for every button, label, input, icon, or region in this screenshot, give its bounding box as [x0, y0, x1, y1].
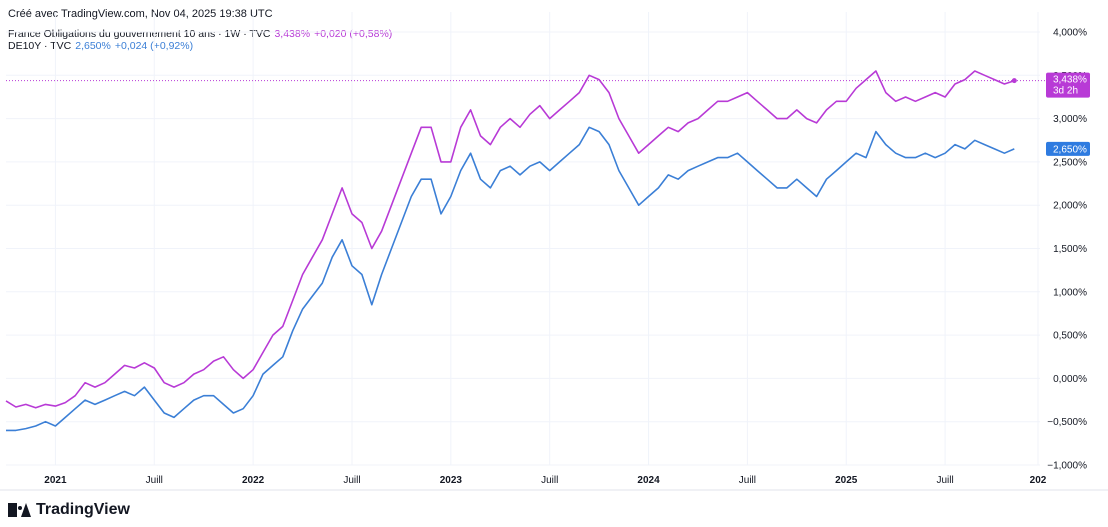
x-tick-label: 2024 [637, 475, 660, 486]
y-tick-label: 1,500% [1053, 244, 1087, 255]
series-line-france[interactable] [5, 70, 1015, 409]
price-tag-france [1046, 72, 1090, 98]
tradingview-logo-icon [8, 503, 31, 517]
x-tick-label: Juill [739, 475, 756, 486]
x-tick-label: Juill [936, 475, 953, 486]
x-tick-label: 2022 [242, 475, 265, 486]
chart-svg[interactable]: 4,000%3,500%3,000%2,500%2,000%1,500%1,00… [0, 0, 1108, 495]
tradingview-logo[interactable]: TradingView [8, 501, 130, 519]
y-tick-label: 3,000% [1053, 114, 1087, 125]
y-tick-label: 0,500% [1053, 331, 1087, 342]
legend-germany-value: 2,650% [75, 40, 111, 52]
x-tick-label: 202 [1030, 475, 1047, 486]
y-tick-label: 0,000% [1053, 374, 1087, 385]
x-tick-label: Juill [541, 475, 558, 486]
y-tick-label: 2,000% [1053, 201, 1087, 212]
chart-grid [0, 12, 1108, 491]
price-tag-germany [1046, 141, 1090, 156]
tradingview-wordmark: TradingView [36, 501, 130, 518]
last-point-marker [1011, 78, 1017, 84]
x-tick-label: Juill [343, 475, 360, 486]
y-tick-label: 4,000% [1053, 28, 1087, 39]
price-tag-france-value: 3,438% [1053, 75, 1087, 86]
x-tick-label: 2025 [835, 475, 858, 486]
x-axis: 2021 Juill 2022 Juill 2023 Juill 2024 Juill 2025… [44, 475, 1047, 486]
y-tick-label: 2,500% [1053, 157, 1087, 168]
legend-france-change: +0,020 (+0,58%) [314, 28, 393, 40]
y-tick-label: 1,000% [1053, 287, 1087, 298]
x-tick-label: Juill [146, 475, 163, 486]
y-tick-label: −0,500% [1047, 417, 1087, 428]
x-tick-label: 2023 [440, 475, 463, 486]
x-tick-label: 2021 [44, 475, 67, 486]
chart-credit: Créé avec TradingView.com, Nov 04, 2025 … [8, 8, 273, 20]
price-tag-germany-value: 2,650% [1053, 144, 1087, 155]
legend-france[interactable]: France Obligations du gouvernement 10 an… [8, 28, 392, 40]
legend-france-name: France Obligations du gouvernement 10 an… [8, 28, 271, 40]
y-tick-label: −1,000% [1047, 461, 1087, 472]
price-tags: 3,438% 3d 2h 2,650% [1046, 72, 1090, 156]
series-lines [5, 70, 1017, 432]
y-axis: 4,000%3,500%3,000%2,500%2,000%1,500%1,00… [1047, 28, 1087, 472]
legend-france-value: 3,438% [274, 28, 311, 40]
price-tag-france-countdown: 3d 2h [1053, 86, 1078, 97]
series-line-germany[interactable] [6, 126, 1015, 432]
